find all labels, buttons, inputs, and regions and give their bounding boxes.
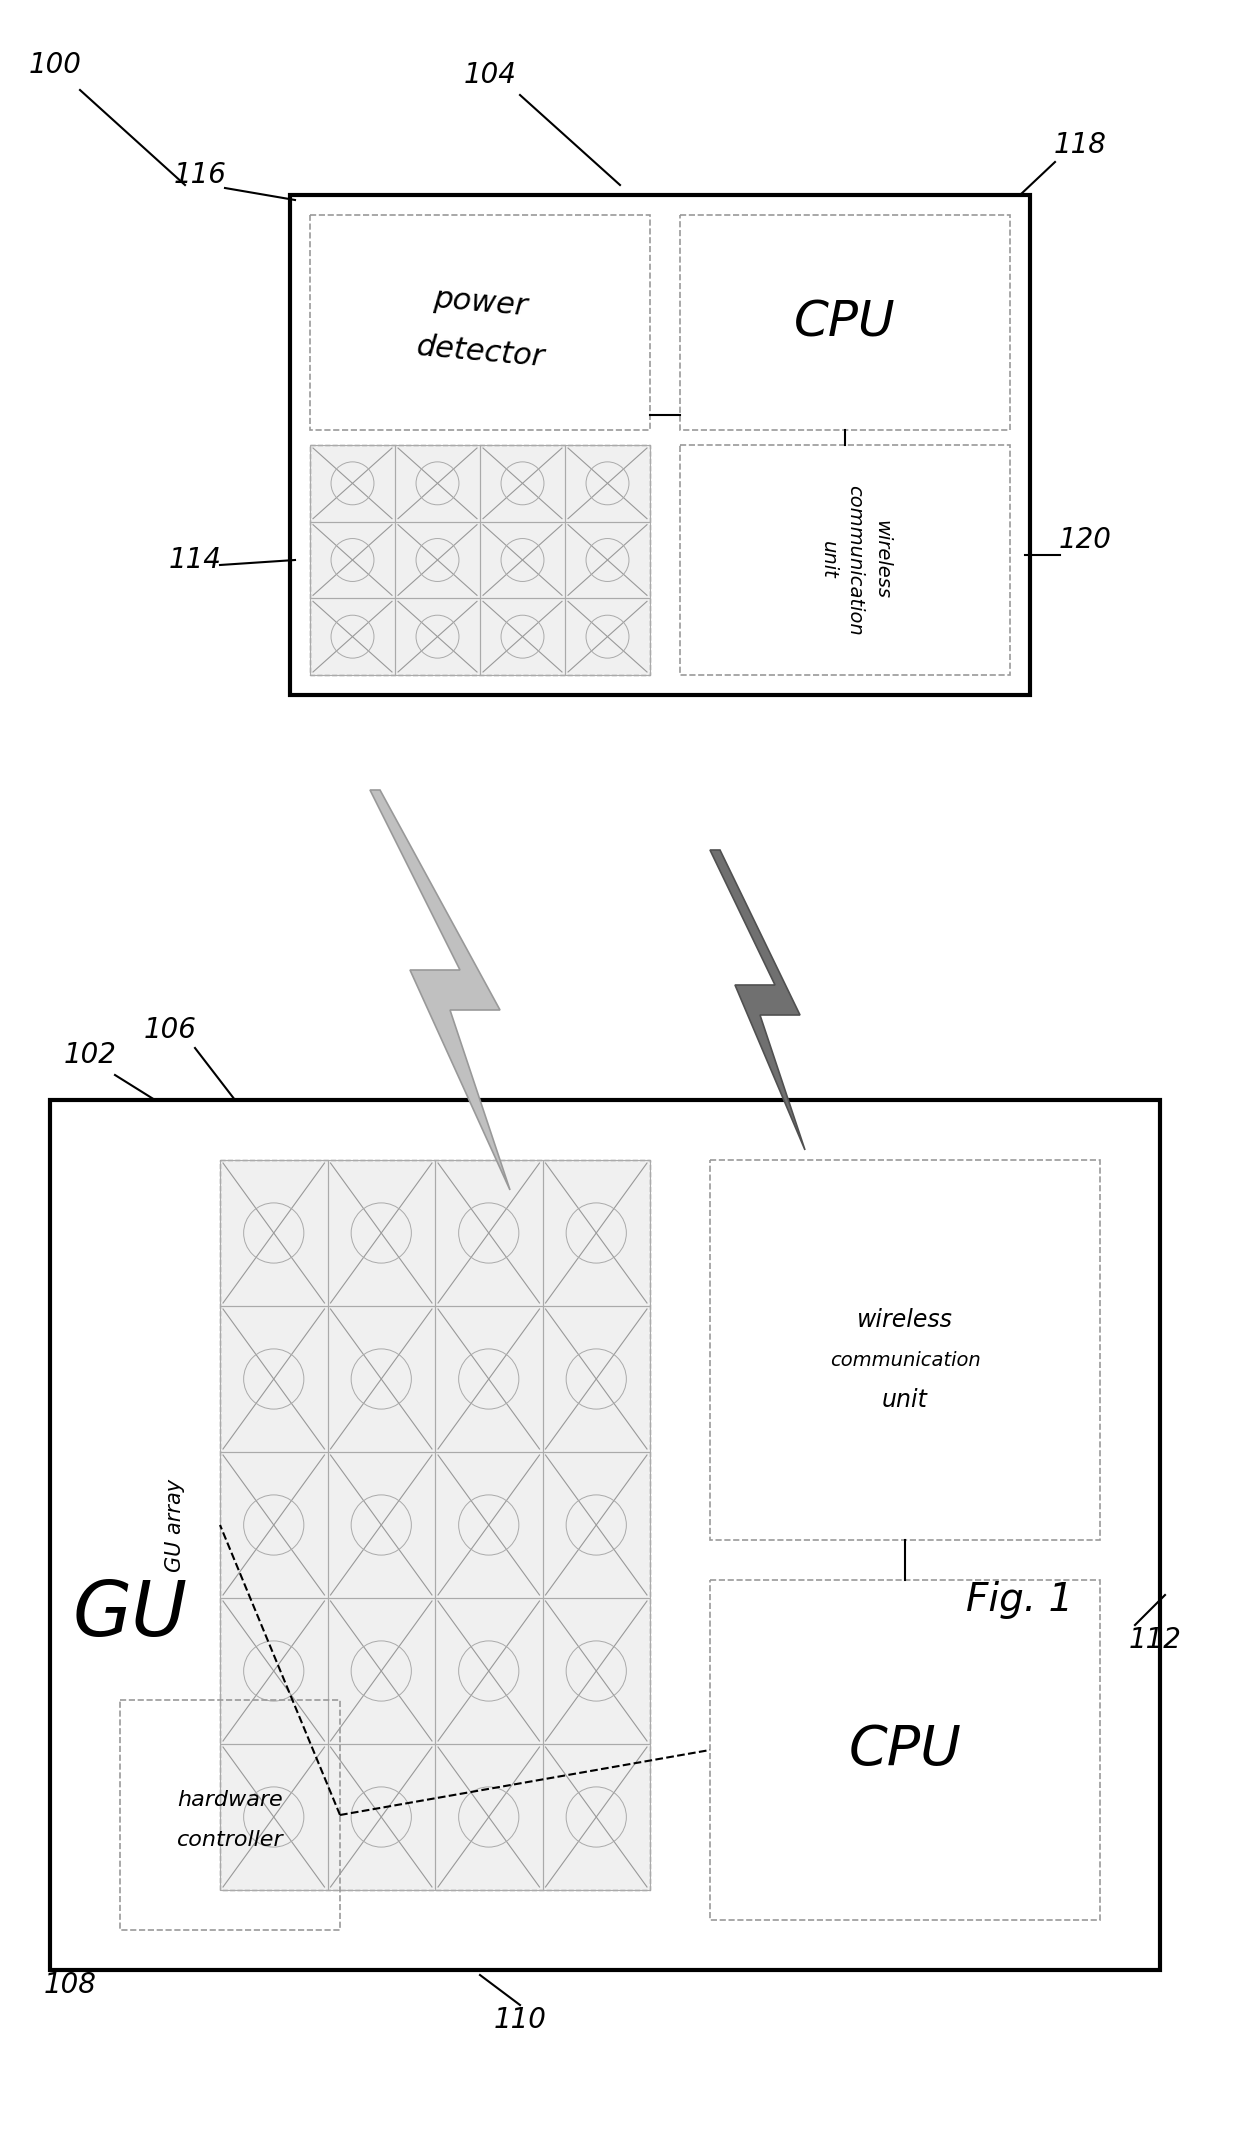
Bar [480, 523, 565, 599]
Text: wireless
communication
unit: wireless communication unit [818, 484, 892, 636]
Bar [327, 1160, 435, 1305]
Bar [565, 446, 650, 523]
Text: 106: 106 [144, 1015, 196, 1043]
Bar [396, 446, 480, 523]
Bar [480, 599, 565, 674]
Text: wireless: wireless [857, 1308, 952, 1331]
Text: detector: detector [414, 333, 546, 373]
Bar [310, 523, 396, 599]
Bar [680, 215, 1011, 431]
Text: controller: controller [176, 1830, 283, 1849]
Text: unit: unit [882, 1389, 928, 1412]
Bar [480, 446, 565, 523]
Bar [219, 1745, 327, 1890]
Bar [327, 1453, 435, 1598]
Bar [219, 1160, 327, 1305]
Bar [396, 599, 480, 674]
Bar [435, 1160, 543, 1305]
Text: 118: 118 [1054, 130, 1106, 160]
Bar [327, 1598, 435, 1745]
Bar [543, 1453, 650, 1598]
Bar [543, 1745, 650, 1890]
Text: 104: 104 [464, 62, 516, 90]
Text: GU: GU [72, 1578, 187, 1651]
Bar [565, 599, 650, 674]
Text: hardware: hardware [177, 1790, 283, 1811]
Bar [290, 194, 1030, 695]
Text: 100: 100 [29, 51, 82, 79]
Polygon shape [711, 849, 805, 1150]
Bar [543, 1160, 650, 1305]
Text: CPU: CPU [794, 299, 895, 346]
Bar [327, 1745, 435, 1890]
Bar [435, 1305, 543, 1453]
Bar [565, 523, 650, 599]
Bar [543, 1305, 650, 1453]
Bar [310, 446, 650, 674]
Bar [543, 1598, 650, 1745]
Bar [219, 1598, 327, 1745]
Bar [680, 446, 1011, 674]
Bar [327, 1305, 435, 1453]
Text: communication: communication [830, 1350, 981, 1369]
Text: 102: 102 [63, 1041, 117, 1069]
Bar [50, 1101, 1159, 1971]
Text: GU array: GU array [165, 1478, 185, 1572]
Text: 110: 110 [494, 2005, 547, 2035]
Text: CPU: CPU [848, 1723, 961, 1777]
Text: power: power [432, 284, 528, 322]
Text: 116: 116 [174, 160, 227, 190]
Bar [310, 446, 396, 523]
Bar [711, 1160, 1100, 1540]
Bar [310, 215, 650, 431]
Bar [711, 1581, 1100, 1920]
Bar [435, 1598, 543, 1745]
Bar [120, 1700, 340, 1930]
Bar [435, 1745, 543, 1890]
Text: 114: 114 [169, 546, 222, 574]
Bar [310, 599, 396, 674]
Text: 120: 120 [1059, 527, 1111, 555]
Text: 112: 112 [1128, 1625, 1182, 1653]
Bar [219, 1160, 650, 1890]
Text: Fig. 1: Fig. 1 [966, 1581, 1074, 1619]
Bar [396, 523, 480, 599]
Bar [219, 1305, 327, 1453]
Polygon shape [370, 789, 510, 1190]
Bar [219, 1453, 327, 1598]
Text: 108: 108 [43, 1971, 97, 1999]
Bar [435, 1453, 543, 1598]
